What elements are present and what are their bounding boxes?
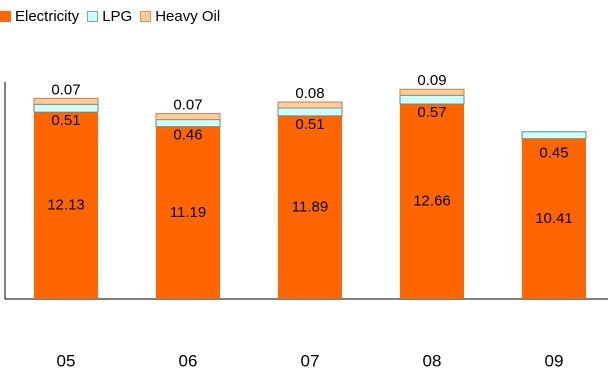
bar-electricity-05	[34, 112, 98, 299]
data-label-lpg-08: 0.57	[417, 104, 446, 121]
x-tick-label-09: 09	[545, 351, 564, 370]
bar-electricity-07	[278, 115, 342, 299]
legend-label-heavy-oil: Heavy Oil	[155, 7, 221, 25]
data-label-lpg-06: 0.46	[173, 127, 202, 144]
bar-heavy-oil-06	[155, 113, 221, 121]
data-label-lpg-05: 0.51	[51, 112, 80, 129]
data-label-heavy-oil-07: 0.08	[295, 85, 324, 102]
legend-item-lpg: LPG	[87, 8, 132, 25]
bar-electricity-08	[400, 104, 464, 299]
bar-heavy-oil-05	[33, 97, 99, 105]
data-label-electricity-07: 11.89	[292, 198, 328, 215]
x-tick-label-07: 07	[301, 351, 320, 370]
data-label-heavy-oil-06: 0.07	[173, 97, 202, 114]
bar-lpg-07	[277, 107, 343, 117]
legend-item-heavy-oil: Heavy Oil	[140, 8, 220, 25]
legend-swatch-heavy-oil	[140, 10, 152, 22]
data-label-lpg-07: 0.51	[295, 116, 324, 133]
data-label-electricity-05: 12.13	[47, 197, 85, 214]
legend-item-electricity: Electricity	[0, 8, 79, 25]
legend-swatch-lpg	[87, 10, 99, 22]
bar-lpg-09	[521, 131, 587, 140]
bar-lpg-05	[33, 103, 99, 113]
bar-electricity-09	[522, 138, 586, 299]
bar-electricity-06	[156, 126, 220, 299]
data-label-heavy-oil-05: 0.07	[51, 81, 80, 98]
data-label-electricity-09: 10.41	[535, 210, 573, 227]
data-label-lpg-09: 0.45	[539, 145, 568, 162]
data-label-electricity-08: 12.66	[413, 192, 451, 209]
data-label-heavy-oil-08: 0.09	[417, 72, 446, 89]
legend-swatch-electricity	[0, 10, 11, 22]
x-tick-label-05: 05	[57, 351, 76, 370]
legend-label-electricity: Electricity	[15, 7, 80, 25]
data-label-electricity-06: 11.19	[170, 204, 206, 221]
chart-legend: Electricity LPG Heavy Oil	[0, 6, 228, 26]
bar-heavy-oil-08	[399, 88, 465, 96]
bar-heavy-oil-07	[277, 101, 343, 109]
x-tick-label-06: 06	[179, 351, 198, 370]
legend-label-lpg: LPG	[102, 7, 133, 25]
x-tick-label-08: 08	[423, 351, 442, 370]
bar-lpg-06	[155, 119, 221, 128]
bar-lpg-08	[399, 94, 465, 105]
